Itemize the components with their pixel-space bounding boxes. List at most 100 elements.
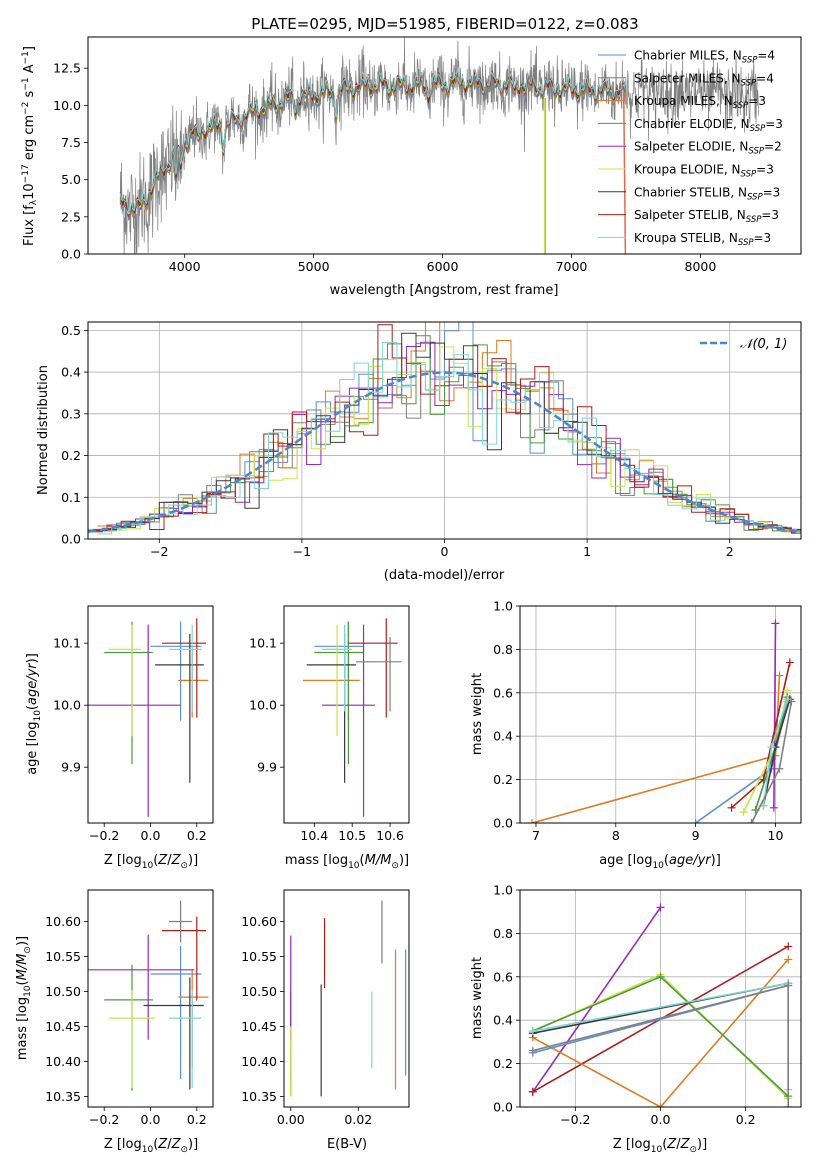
- label-part: erg cm: [22, 115, 37, 164]
- label-math: Z: [171, 853, 182, 868]
- label-part: age [log: [599, 853, 652, 868]
- y-tick-label: 10.35: [45, 1089, 81, 1104]
- y-tick-label: 0.3: [61, 406, 81, 421]
- legend-count: =3: [763, 185, 781, 199]
- y-tick-label: 10.0: [53, 98, 81, 113]
- label-math: Z: [666, 1137, 677, 1152]
- weight-marker: [527, 819, 536, 823]
- legend-text: Salpeter MILES, N: [634, 71, 741, 85]
- y-tick-label: 0.0: [493, 1100, 513, 1115]
- x-tick-label: 0: [441, 544, 449, 559]
- legend-text: Chabrier MILES, N: [634, 49, 742, 63]
- plot-area: [88, 618, 209, 817]
- label-part: mass [log: [285, 853, 348, 868]
- weight-marker: [727, 803, 736, 812]
- label-part: )]: [188, 1137, 198, 1152]
- legend-label: Chabrier ELODIE, NSSP=3: [634, 117, 783, 134]
- label-part: λ: [29, 199, 39, 205]
- weight-marker: [747, 819, 756, 823]
- x-axis-label: mass [log10(M/M⊙)]: [285, 853, 409, 871]
- plot-area: [527, 619, 796, 823]
- label-part: −17: [21, 164, 31, 183]
- legend-count: =3: [756, 163, 774, 177]
- legend-text: Kroupa MILES, N: [634, 94, 733, 108]
- weight-marker: [656, 1103, 665, 1107]
- label-part: 10: [651, 1145, 663, 1155]
- x-tick-label: 4000: [169, 259, 201, 274]
- legend-text: Kroupa STELIB, N: [634, 231, 738, 245]
- x-tick-label: 10: [768, 828, 784, 843]
- label-part: 10: [142, 1145, 154, 1155]
- weight-marker: [739, 808, 748, 817]
- weight-line: [531, 675, 781, 823]
- weight-marker: [784, 1103, 793, 1107]
- y-tick-label: 1.0: [493, 883, 513, 898]
- weight-marker: [691, 819, 700, 823]
- y-tick-label: 10.45: [45, 1019, 81, 1034]
- label-math: Z: [157, 1137, 168, 1152]
- plot-area: [302, 618, 402, 817]
- legend-label: Kroupa STELIB, NSSP=3: [634, 231, 771, 248]
- plot-area: [119, 37, 759, 254]
- z-weight-chart: −0.2 0.0 0.20.00.20.40.60.81.0Z [log10(Z/Z…: [470, 883, 802, 1155]
- x-tick-label: 10.4: [300, 828, 328, 843]
- x-tick-label: −1: [293, 544, 311, 559]
- legend-count: =3: [761, 208, 779, 222]
- label-part: ⊙: [391, 861, 399, 871]
- y-tick-label: 10.40: [45, 1054, 81, 1069]
- plot-area: [290, 900, 407, 1097]
- y-tick-label: 0.4: [493, 1013, 513, 1028]
- x-tick-label: 0.02: [344, 1112, 372, 1127]
- x-tick-label: 8000: [685, 259, 717, 274]
- y-tick-label: 10.60: [241, 914, 277, 929]
- label-part: )]: [399, 853, 409, 868]
- legend-count: =3: [754, 231, 772, 245]
- weight-marker: [656, 972, 665, 981]
- label-part: Normed distribution: [36, 365, 51, 495]
- label-part: Flux [f: [22, 205, 37, 246]
- z-age-chart: −0.2 0.0 0.29.910.010.1Z [log10(Z/Z⊙)]age …: [25, 605, 214, 871]
- axes-frame: [519, 605, 802, 824]
- label-part: −1: [21, 77, 31, 90]
- y-tick-label: 10.1: [249, 636, 277, 651]
- label-part: (: [25, 705, 40, 710]
- legend-count: =3: [748, 94, 766, 108]
- y-tick-label: 9.9: [61, 760, 81, 775]
- y-tick-label: 0.6: [493, 685, 513, 700]
- y-axis-label: age [log10(age/yr)]: [25, 653, 43, 775]
- label-part: (: [153, 853, 158, 868]
- label-part: mass [log: [15, 997, 30, 1060]
- legend-text: Salpeter STELIB, N: [634, 208, 746, 222]
- legend-label: Kroupa MILES, NSSP=3: [634, 94, 766, 111]
- axes-frame: [87, 36, 802, 255]
- legend-subscript: SSP: [750, 124, 766, 134]
- mass-age-chart: 10.4 10.5 10.6 9.9 10.0 10.1 mass [log10(M/M⊙)…: [249, 605, 410, 871]
- x-tick-label: 0.2: [187, 1112, 207, 1127]
- label-part: )]: [25, 653, 40, 663]
- y-tick-label: 0.2: [493, 1056, 513, 1071]
- y-tick-label: 0.2: [61, 448, 81, 463]
- label-part: mass weight: [470, 957, 485, 1039]
- weight-marker: [769, 803, 778, 812]
- label-part: Z [log: [613, 1137, 651, 1152]
- x-tick-label: 0.00: [277, 1112, 305, 1127]
- y-tick-label: 10.35: [241, 1089, 277, 1104]
- label-part: (: [664, 853, 669, 868]
- x-tick-label: 9: [692, 828, 700, 843]
- x-tick-label: −2: [150, 544, 168, 559]
- label-part: /: [676, 1137, 681, 1152]
- legend-subscript: SSP: [741, 78, 757, 88]
- label-part: −2: [21, 102, 31, 115]
- label-part: 10: [348, 861, 360, 871]
- x-tick-label: 2: [726, 544, 734, 559]
- legend-count: =4: [757, 49, 775, 63]
- x-tick-label: 0.2: [736, 1112, 756, 1127]
- weight-marker: [785, 658, 794, 667]
- label-part: ⊙: [180, 861, 188, 871]
- y-tick-label: 10.55: [241, 949, 277, 964]
- y-tick-label: 0.8: [493, 642, 513, 657]
- x-axis-label: (data-model)/error: [384, 568, 505, 583]
- legend-subscript: SSP: [742, 56, 758, 66]
- label-part: 10: [23, 985, 33, 997]
- x-axis-label: Z [log10(Z/Z⊙)]: [104, 1137, 198, 1155]
